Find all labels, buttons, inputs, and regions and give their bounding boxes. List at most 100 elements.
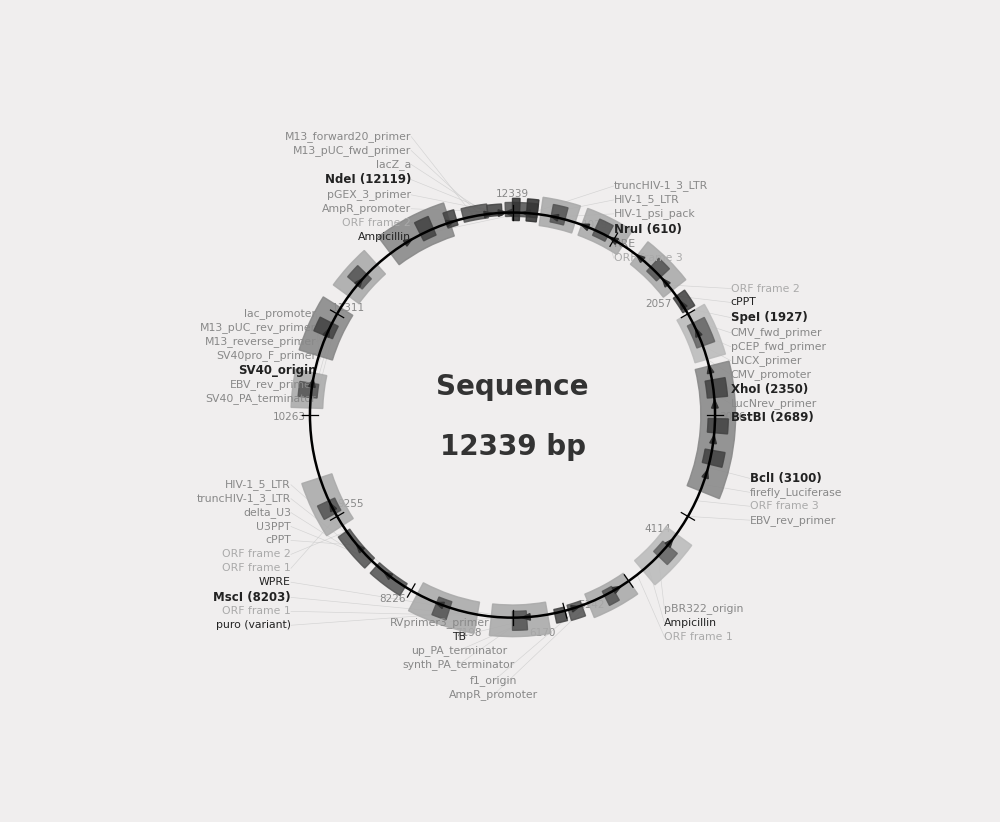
Wedge shape [505, 202, 538, 218]
Text: pGEX_3_primer: pGEX_3_primer [327, 189, 411, 201]
Polygon shape [356, 544, 364, 553]
Text: truncHIV-1_3_LTR: truncHIV-1_3_LTR [197, 493, 291, 504]
Text: M13_reverse_primer: M13_reverse_primer [205, 336, 316, 347]
Wedge shape [585, 573, 638, 617]
Polygon shape [445, 220, 454, 227]
Polygon shape [504, 210, 512, 216]
Wedge shape [526, 199, 539, 222]
Wedge shape [443, 210, 458, 228]
Wedge shape [415, 216, 436, 241]
Text: delta_U3: delta_U3 [243, 507, 291, 518]
Text: ORF frame 1: ORF frame 1 [222, 607, 291, 616]
Text: BclI (3100): BclI (3100) [750, 472, 822, 485]
Text: LucNrev_primer: LucNrev_primer [731, 399, 817, 409]
Text: cPPT: cPPT [265, 535, 291, 546]
Text: lac_promoter: lac_promoter [244, 308, 316, 319]
Text: pBR322_origin: pBR322_origin [664, 603, 744, 614]
Polygon shape [710, 435, 716, 444]
Polygon shape [581, 224, 590, 230]
Wedge shape [567, 601, 586, 621]
Polygon shape [712, 399, 718, 409]
Wedge shape [314, 317, 338, 339]
Text: 8226: 8226 [379, 593, 405, 603]
Polygon shape [522, 210, 530, 217]
Wedge shape [673, 290, 695, 312]
Text: 12339: 12339 [496, 188, 529, 199]
Text: cPPT: cPPT [731, 298, 757, 307]
Wedge shape [578, 209, 632, 255]
Polygon shape [484, 211, 492, 218]
Text: TB: TB [452, 631, 466, 642]
Text: Sequence: Sequence [436, 372, 589, 400]
Text: HIV-1_5_LTR: HIV-1_5_LTR [614, 195, 680, 206]
Text: f1_origin: f1_origin [470, 676, 517, 686]
Text: M13_pUC_fwd_primer: M13_pUC_fwd_primer [293, 145, 411, 156]
Text: 11311: 11311 [331, 302, 364, 312]
Polygon shape [702, 470, 708, 478]
Text: 3086: 3086 [720, 412, 746, 422]
Text: 6170: 6170 [530, 629, 556, 639]
Text: 1029: 1029 [582, 220, 608, 230]
Wedge shape [654, 541, 677, 565]
Text: ORF frame 3: ORF frame 3 [750, 501, 819, 511]
Wedge shape [317, 498, 341, 520]
Polygon shape [435, 603, 444, 608]
Text: EBV_rev_primer: EBV_rev_primer [750, 515, 836, 525]
Wedge shape [554, 607, 568, 623]
Text: HIV-1_psi_pack: HIV-1_psi_pack [614, 209, 696, 219]
Wedge shape [298, 381, 319, 398]
Text: synth_PA_terminator: synth_PA_terminator [403, 659, 515, 670]
Wedge shape [378, 203, 454, 265]
Wedge shape [647, 258, 669, 281]
Polygon shape [696, 329, 702, 337]
Text: BstBI (2689): BstBI (2689) [731, 411, 814, 424]
Wedge shape [630, 242, 686, 298]
Text: ORF frame 2: ORF frame 2 [731, 284, 800, 293]
Text: SV40_PA_terminator: SV40_PA_terminator [206, 393, 316, 404]
Polygon shape [323, 329, 329, 337]
Text: Ampicillin: Ampicillin [664, 617, 717, 628]
Text: RRE: RRE [614, 239, 636, 249]
Text: 2057: 2057 [645, 299, 671, 309]
Text: 7198: 7198 [455, 629, 481, 639]
Polygon shape [330, 503, 337, 512]
Text: EBV_rev_primer: EBV_rev_primer [230, 379, 316, 390]
Text: Ampicillin: Ampicillin [358, 232, 411, 242]
Text: 5142: 5142 [578, 600, 605, 610]
Wedge shape [333, 251, 385, 303]
Text: ORF frame 2: ORF frame 2 [342, 218, 411, 228]
Polygon shape [665, 539, 673, 547]
Polygon shape [403, 239, 412, 246]
Polygon shape [384, 572, 393, 580]
Polygon shape [355, 279, 363, 287]
Text: M13_forward20_primer: M13_forward20_primer [285, 132, 411, 142]
Text: MscI (8203): MscI (8203) [213, 591, 291, 604]
Text: 12339 bp: 12339 bp [440, 432, 586, 461]
Text: LNCX_primer: LNCX_primer [731, 355, 802, 366]
Wedge shape [408, 583, 480, 633]
Wedge shape [487, 204, 502, 216]
Wedge shape [348, 266, 371, 289]
Wedge shape [593, 219, 613, 242]
Polygon shape [571, 606, 580, 612]
Text: ORF frame 3: ORF frame 3 [614, 253, 683, 263]
Text: up_PA_terminator: up_PA_terminator [411, 645, 507, 656]
Text: ORF frame 1: ORF frame 1 [222, 563, 291, 573]
Text: ORF frame 2: ORF frame 2 [222, 549, 291, 559]
Text: SV40_origin: SV40_origin [238, 364, 316, 377]
Text: 4114: 4114 [645, 524, 671, 534]
Wedge shape [687, 361, 736, 499]
Polygon shape [662, 279, 670, 287]
Text: CMV_promoter: CMV_promoter [731, 369, 812, 380]
Polygon shape [309, 379, 315, 387]
Text: RVprimer3_primer: RVprimer3_primer [390, 617, 490, 628]
Wedge shape [370, 563, 407, 595]
Text: 9255: 9255 [338, 499, 364, 509]
Text: AmpR_promoter: AmpR_promoter [449, 690, 538, 700]
Wedge shape [707, 418, 728, 434]
Text: truncHIV-1_3_LTR: truncHIV-1_3_LTR [614, 181, 708, 192]
Wedge shape [635, 527, 692, 584]
Text: lacZ_a: lacZ_a [376, 159, 411, 170]
Text: SV40pro_F_primer: SV40pro_F_primer [216, 350, 316, 361]
Wedge shape [512, 611, 528, 630]
